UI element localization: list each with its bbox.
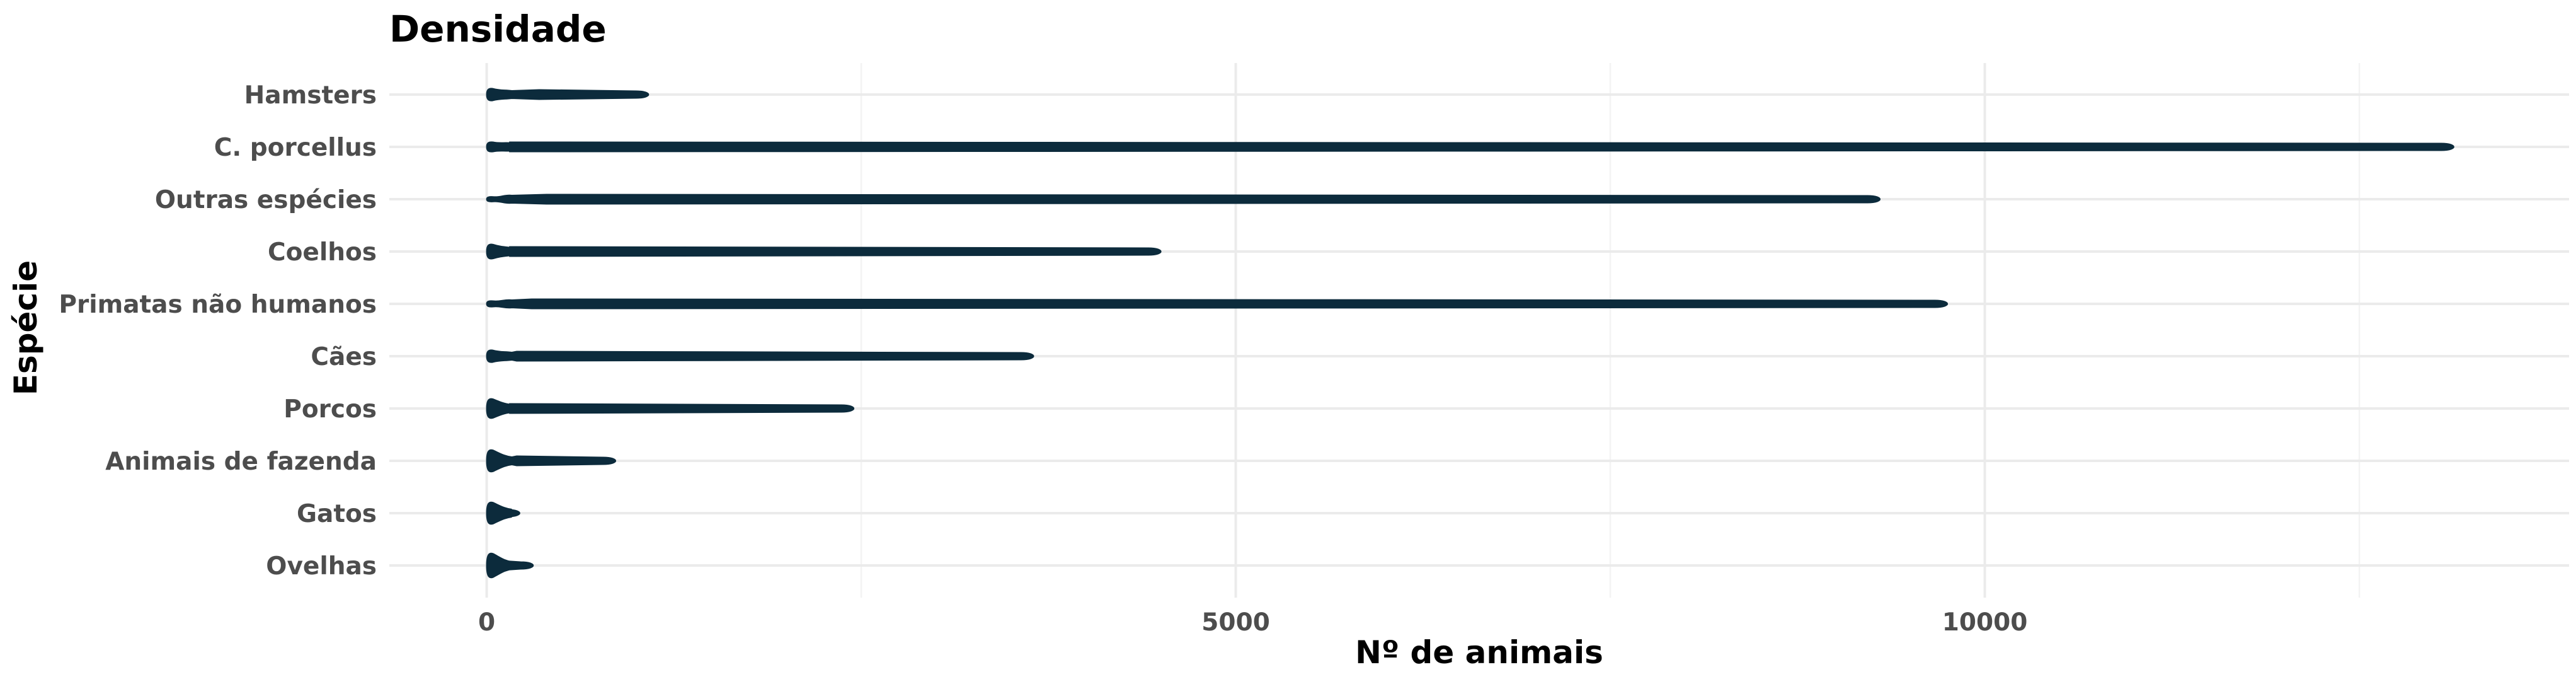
y-tick-label: Ovelhas [266,552,377,581]
violin-mark [486,449,617,473]
x-tick-label: 5000 [1201,608,1270,637]
violin-mark [486,552,534,579]
y-tick-label: Animais de fazenda [105,448,377,476]
x-tick-label: 0 [478,608,495,637]
y-tick-label: Primatas não humanos [59,291,377,319]
violin-series [486,88,2454,579]
violin-mark [486,88,650,101]
violin-mark [486,398,855,419]
y-tick-label: C. porcellus [214,134,377,162]
x-tick-label: 10000 [1942,608,2028,637]
y-tick-label: Outras espécies [155,186,377,214]
y-tick-label: Porcos [283,395,377,424]
violin-mark [486,141,2454,153]
x-tick-labels: 0 5000 10000 [478,608,2027,637]
x-axis-title: Nº de animais [1355,634,1603,671]
violin-mark [486,349,1034,363]
y-tick-label: Gatos [297,500,377,528]
violin-mark [486,243,1162,260]
chart-title: Densidade [389,8,607,50]
y-tick-label: Hamsters [244,81,377,110]
violin-mark [486,501,520,525]
y-tick-label: Cães [311,343,377,371]
violin-mark [486,298,1949,310]
y-tick-label: Coelhos [268,238,377,267]
violin-mark [486,194,1881,205]
y-tick-labels: Hamsters C. porcellus Outras espécies Coelh… [59,81,377,581]
y-axis-title: Espécie [8,260,44,395]
